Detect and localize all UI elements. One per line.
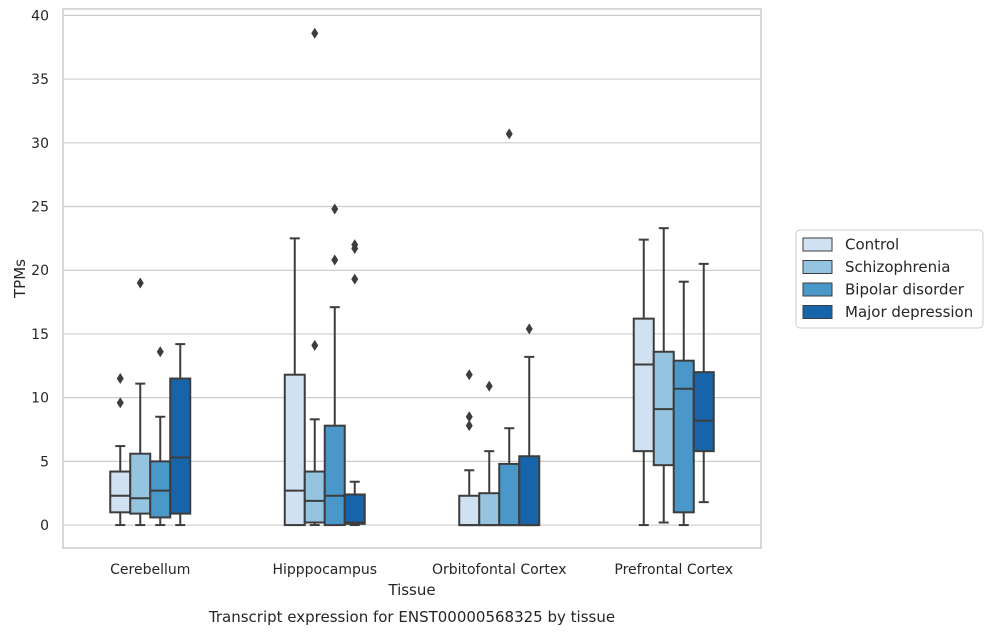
box-iqr	[303, 470, 326, 524]
y-tick-label: 25	[31, 200, 49, 216]
outlier-point	[485, 380, 493, 392]
box-schizophrenia	[478, 380, 501, 527]
outlier-point	[465, 369, 473, 381]
box-iqr	[498, 462, 521, 527]
box-iqr	[632, 317, 655, 453]
box-iqr	[323, 424, 346, 527]
box-iqr	[169, 377, 192, 515]
outlier-point	[351, 239, 359, 251]
box-schizophrenia	[129, 277, 152, 527]
box-iqr	[518, 455, 541, 527]
outlier-point	[136, 277, 144, 289]
box-bipolar-disorder	[323, 203, 346, 527]
y-axis-label: TPMs	[11, 259, 29, 299]
y-tick-label: 30	[31, 136, 49, 152]
box-iqr	[692, 371, 715, 453]
outlier-point	[116, 397, 124, 409]
legend: Control Schizophrenia Bipolar disorder Majo…	[795, 229, 984, 329]
box-major-depression	[692, 262, 715, 504]
box-control	[632, 238, 655, 527]
legend-swatch	[802, 260, 833, 274]
legend-frame	[795, 229, 984, 329]
outlier-point	[351, 273, 359, 285]
box-iqr	[149, 460, 172, 519]
x-axis-ticks: Cerebellum Hipppocampus Orbitofontal Corte…	[110, 562, 733, 578]
box-iqr	[672, 359, 695, 514]
box-control	[283, 237, 306, 527]
y-tick-label: 0	[40, 518, 49, 534]
box-iqr	[343, 493, 366, 525]
legend-label: Major depression	[845, 303, 973, 321]
x-tick-label: Hipppocampus	[272, 562, 377, 578]
y-tick-label: 15	[31, 327, 49, 343]
legend-swatch	[802, 282, 833, 297]
outlier-point	[525, 323, 533, 335]
legend-swatch	[802, 237, 833, 252]
box-iqr	[478, 492, 501, 527]
box-control	[458, 369, 481, 527]
y-tick-label: 20	[31, 263, 49, 279]
box-iqr	[283, 373, 306, 527]
box-schizophrenia	[303, 27, 326, 527]
box-major-depression	[518, 323, 541, 527]
outlier-point	[116, 373, 124, 385]
y-tick-label: 40	[31, 8, 49, 24]
y-tick-label: 10	[31, 391, 49, 407]
outlier-point	[331, 254, 339, 266]
x-tick-label: Orbitofontal Cortex	[432, 562, 567, 578]
x-tick-label: Cerebellum	[110, 562, 190, 578]
legend-label: Control	[845, 236, 899, 254]
box-bipolar-disorder	[498, 128, 521, 527]
outlier-point	[465, 411, 473, 423]
outlier-point	[311, 27, 319, 39]
legend-swatch	[802, 305, 833, 319]
legend-label: Bipolar disorder	[845, 281, 965, 299]
outlier-point	[331, 203, 339, 215]
y-axis-ticks: 0 5 10 15 20 25 30 35 40	[31, 8, 49, 534]
boxes	[109, 27, 715, 527]
outlier-point	[505, 128, 513, 140]
chart-caption: Transcript expression for ENST0000056832…	[208, 608, 615, 626]
outlier-point	[156, 346, 164, 358]
plot-area-frame	[62, 8, 762, 549]
box-iqr	[109, 470, 132, 514]
box-major-depression	[343, 239, 366, 527]
box-schizophrenia	[652, 227, 675, 524]
outlier-point	[311, 339, 319, 351]
box-bipolar-disorder	[672, 280, 695, 527]
box-control	[109, 373, 132, 527]
box-iqr	[129, 452, 152, 515]
y-tick-label: 5	[40, 454, 49, 470]
legend-label: Schizophrenia	[845, 258, 950, 276]
box-bipolar-disorder	[149, 346, 172, 527]
box-major-depression	[169, 343, 192, 527]
outlier-point	[465, 420, 473, 432]
x-axis-label: Tissue	[387, 581, 435, 599]
box-iqr	[458, 494, 481, 527]
y-tick-label: 35	[31, 72, 49, 88]
x-tick-label: Prefrontal Cortex	[614, 562, 733, 578]
